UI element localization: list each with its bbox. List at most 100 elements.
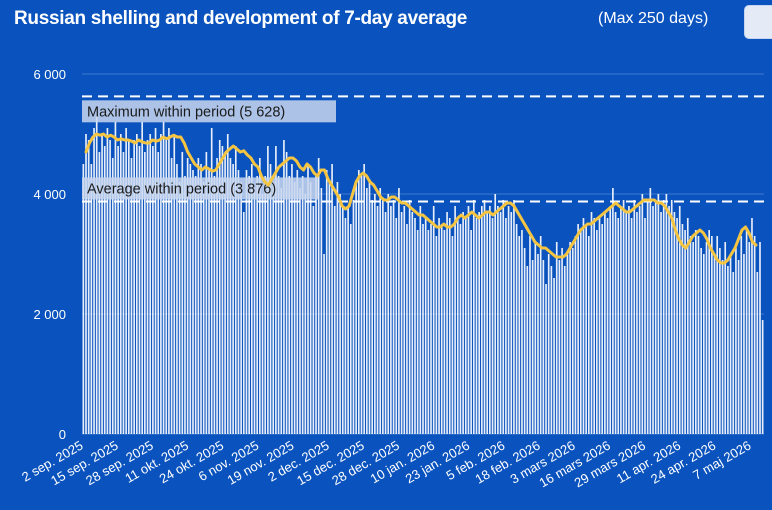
bar (186, 158, 189, 434)
bar (689, 236, 692, 434)
y-tick-label: 4 000 (33, 187, 66, 202)
bar (521, 230, 523, 434)
bar (192, 170, 194, 434)
bar (288, 176, 291, 434)
bar (526, 266, 529, 434)
bar (609, 206, 612, 434)
reference-label: Maximum within period (5 628) (87, 104, 285, 120)
bar (606, 218, 609, 434)
bar (138, 146, 141, 434)
bar (162, 122, 165, 434)
bar (98, 152, 101, 434)
bar (285, 152, 288, 434)
bar (545, 284, 547, 434)
bar (743, 254, 745, 434)
bar (352, 200, 355, 434)
bar (483, 200, 486, 434)
bar (392, 200, 395, 434)
bar (424, 218, 427, 434)
bar (136, 134, 138, 434)
bar (395, 218, 398, 434)
bar (114, 122, 117, 434)
bar (387, 194, 390, 434)
bar (531, 260, 534, 434)
bar (670, 200, 673, 434)
bar (745, 230, 748, 434)
bar (398, 188, 400, 434)
bar (692, 242, 694, 434)
bar (200, 164, 202, 434)
bar (253, 188, 256, 434)
bar (569, 242, 571, 434)
bar (756, 272, 759, 434)
bar (267, 146, 269, 434)
bar (384, 212, 387, 434)
bar (561, 248, 563, 434)
bar (665, 194, 668, 434)
bar (119, 134, 122, 434)
bar (422, 224, 424, 434)
bar (446, 212, 448, 434)
bar (700, 248, 702, 434)
bar (553, 278, 555, 434)
bar (224, 152, 226, 434)
bar (336, 182, 339, 434)
bar (403, 206, 406, 434)
bar (218, 140, 221, 434)
bar (363, 164, 365, 434)
bar (181, 152, 184, 434)
bar (427, 230, 430, 434)
bar (283, 140, 285, 434)
bar (721, 260, 724, 434)
bar (213, 176, 216, 434)
bar (499, 212, 502, 434)
bar (141, 122, 144, 434)
bar (735, 248, 737, 434)
bar (686, 218, 689, 434)
bar (644, 218, 646, 434)
bar (630, 218, 633, 434)
bar (419, 206, 422, 434)
bar (681, 224, 684, 434)
bar (577, 224, 579, 434)
bar (467, 206, 470, 434)
bar (761, 320, 764, 434)
y-axis-ticks: 0 2 000 4 000 6 000 (33, 67, 66, 442)
bar (320, 188, 323, 434)
bar (194, 176, 197, 434)
bar (357, 170, 360, 434)
bar (307, 164, 309, 434)
bar (90, 164, 93, 434)
bar (347, 206, 349, 434)
bar (678, 206, 681, 434)
chart-menu-button[interactable] (744, 5, 772, 39)
bar (170, 158, 173, 434)
bar (448, 218, 451, 434)
bar (459, 224, 462, 434)
bar (178, 182, 181, 434)
bar (475, 218, 478, 434)
bar (82, 164, 85, 434)
bar (494, 194, 497, 434)
bar (694, 230, 697, 434)
bar (301, 176, 304, 434)
bar (571, 248, 574, 434)
bar (729, 254, 732, 434)
bar (272, 182, 275, 434)
bar (451, 236, 454, 434)
bar (489, 206, 491, 434)
bar (539, 236, 542, 434)
bar (149, 134, 152, 434)
bar (529, 236, 531, 434)
bar (328, 182, 331, 434)
bar (587, 236, 590, 434)
bar (633, 200, 636, 434)
bar (299, 188, 301, 434)
bar (620, 206, 622, 434)
bar (753, 236, 756, 434)
reference-lines: Maximum within period (5 628) Average wit… (82, 95, 764, 203)
bar (684, 230, 686, 434)
bar (443, 230, 446, 434)
bar (221, 146, 224, 434)
bar (523, 248, 526, 434)
